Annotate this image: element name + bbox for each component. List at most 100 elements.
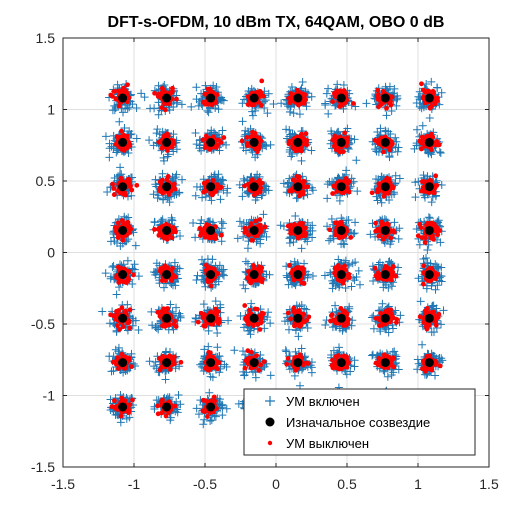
- pa-on-point: [165, 198, 174, 207]
- pa-on-point: [285, 325, 294, 334]
- pa-on-point: [119, 108, 128, 117]
- pa-off-point: [110, 359, 116, 365]
- pa-on-point: [200, 415, 209, 424]
- pa-on-point: [105, 352, 114, 361]
- pa-on-point: [296, 381, 305, 390]
- pa-on-point: [384, 328, 393, 337]
- pa-on-point: [266, 319, 275, 328]
- pa-on-point: [152, 396, 161, 405]
- pa-on-point: [348, 259, 357, 268]
- pa-on-point: [323, 194, 332, 203]
- pa-on-point: [239, 174, 248, 183]
- pa-on-point: [123, 104, 132, 113]
- pa-on-point: [341, 284, 350, 293]
- pa-off-point: [111, 89, 117, 94]
- pa-on-point: [218, 400, 227, 409]
- pa-on-point: [105, 153, 114, 162]
- pa-on-point: [124, 149, 133, 158]
- pa-on-point: [391, 179, 400, 188]
- pa-on-point: [211, 280, 220, 289]
- pa-on-point: [150, 362, 159, 371]
- pa-off-point: [114, 323, 120, 329]
- pa-on-point: [204, 108, 213, 117]
- pa-on-point: [376, 327, 385, 336]
- pa-on-point: [248, 111, 257, 120]
- pa-on-point: [192, 275, 201, 284]
- pa-on-point: [391, 171, 400, 180]
- pa-off-point: [116, 88, 122, 94]
- pa-on-point: [149, 190, 158, 199]
- pa-on-point: [266, 140, 275, 149]
- pa-on-point: [259, 210, 268, 219]
- pa-on-point: [351, 218, 360, 227]
- pa-on-point: [390, 218, 399, 227]
- pa-off-point: [118, 413, 124, 419]
- pa-on-point: [308, 272, 317, 281]
- pa-on-point: [276, 221, 285, 230]
- pa-on-point: [303, 323, 312, 332]
- pa-on-point: [386, 240, 395, 249]
- pa-on-point: [328, 276, 337, 285]
- pa-on-point: [224, 316, 233, 325]
- pa-on-point: [437, 88, 446, 97]
- pa-on-point: [191, 233, 200, 242]
- pa-on-point: [395, 174, 404, 183]
- pa-on-point: [329, 346, 338, 355]
- pa-on-point: [203, 255, 212, 264]
- pa-on-point: [266, 371, 275, 380]
- pa-off-point: [109, 404, 115, 410]
- pa-on-point: [233, 234, 242, 243]
- pa-on-point: [350, 229, 359, 238]
- pa-on-point: [331, 301, 340, 310]
- pa-off-point: [114, 275, 120, 280]
- pa-on-point: [308, 226, 317, 235]
- pa-on-point: [243, 259, 252, 268]
- pa-on-point: [176, 232, 185, 241]
- pa-on-point: [198, 193, 207, 202]
- pa-on-point: [333, 80, 342, 89]
- pa-on-point: [201, 192, 210, 201]
- pa-on-point: [145, 357, 154, 366]
- pa-on-point: [208, 373, 217, 382]
- pa-on-point: [101, 132, 110, 141]
- pa-off-point: [126, 269, 132, 275]
- pa-on-point: [415, 240, 424, 249]
- pa-off-point: [119, 218, 125, 223]
- pa-on-point: [128, 279, 137, 288]
- pa-on-point: [204, 326, 213, 335]
- pa-on-point: [148, 321, 157, 330]
- pa-on-point: [298, 78, 307, 87]
- pa-on-point: [387, 370, 396, 379]
- pa-on-point: [150, 217, 159, 226]
- pa-on-point: [98, 307, 107, 316]
- pa-off-point: [111, 313, 117, 319]
- pa-off-point: [128, 364, 134, 370]
- pa-on-point: [211, 412, 220, 421]
- pa-on-point: [369, 277, 378, 286]
- pa-on-point: [429, 328, 438, 337]
- pa-on-point: [281, 346, 290, 355]
- pa-on-point: [205, 388, 214, 397]
- pa-on-point: [433, 281, 442, 290]
- pa-on-point: [196, 360, 205, 369]
- pa-on-point: [191, 314, 200, 323]
- pa-on-point: [347, 174, 356, 183]
- pa-on-point: [283, 273, 292, 282]
- pa-off-point: [116, 366, 121, 372]
- pa-on-point: [169, 325, 178, 334]
- pa-on-point: [158, 169, 167, 178]
- pa-on-point: [327, 214, 336, 223]
- pa-off-point: [126, 95, 132, 101]
- pa-on-point: [177, 100, 186, 109]
- pa-on-point: [265, 270, 274, 279]
- pa-on-point: [334, 127, 343, 136]
- pa-on-point: [103, 188, 112, 197]
- pa-on-point: [161, 375, 170, 384]
- pa-on-point: [354, 266, 363, 275]
- pa-on-point: [388, 347, 397, 356]
- pa-on-point: [166, 413, 175, 422]
- pa-on-point: [147, 307, 156, 316]
- pa-on-point: [215, 146, 224, 155]
- pa-on-point: [159, 153, 168, 162]
- pa-off-point: [124, 134, 130, 140]
